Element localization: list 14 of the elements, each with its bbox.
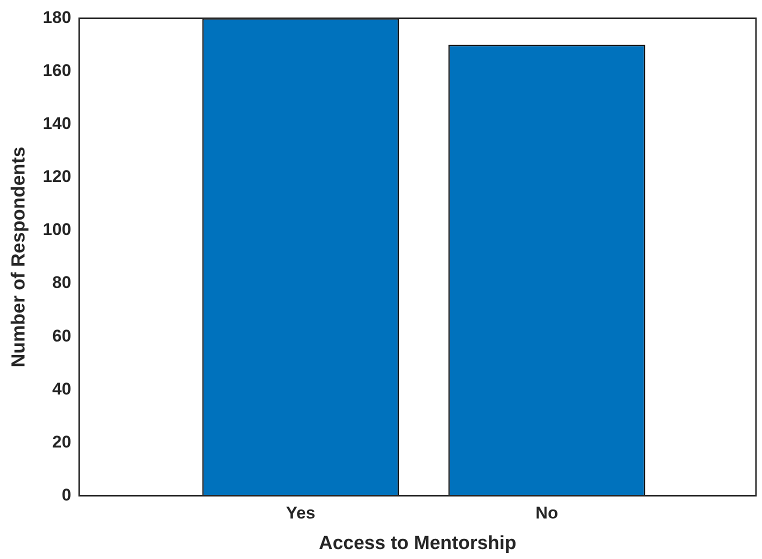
- y-tick-label: 40: [52, 379, 72, 398]
- x-axis-title: Access to Mentorship: [318, 532, 516, 554]
- y-tick-label: 120: [42, 167, 72, 186]
- y-tick-label: 160: [42, 60, 72, 80]
- y-tick-label: 80: [52, 273, 72, 292]
- y-tick-label: 60: [52, 326, 72, 346]
- y-tick-label: 100: [42, 220, 72, 240]
- y-tick-label: 0: [62, 485, 72, 504]
- x-tick-label: No: [535, 504, 558, 523]
- x-tick-label: Yes: [286, 504, 316, 523]
- y-axis-title: Number of Respondents: [8, 146, 30, 368]
- y-tick-label: 180: [42, 8, 72, 27]
- y-tick-label: 140: [42, 114, 72, 134]
- y-tick-label: 20: [52, 432, 72, 452]
